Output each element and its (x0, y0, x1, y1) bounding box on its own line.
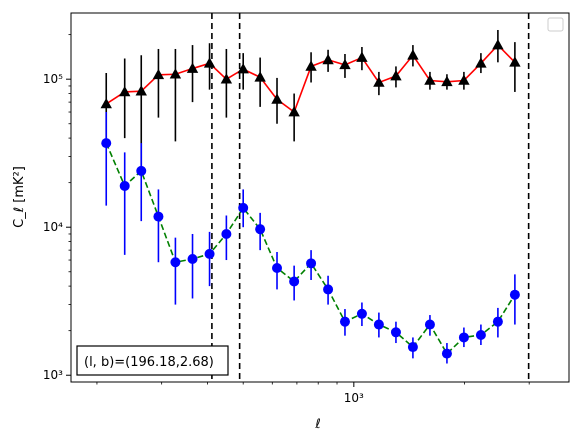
data-point-s2-16 (356, 308, 367, 319)
data-point-s1-19 (407, 49, 419, 60)
data-point-s2-2 (119, 180, 130, 191)
data-point-s2-14 (323, 284, 334, 295)
data-point-s2-15 (339, 316, 350, 327)
axis-ticks: 10³ 10⁴ 10⁵ 10³ (43, 34, 530, 405)
data-point-s2-6 (187, 253, 198, 264)
data-point-s1-22 (458, 74, 470, 85)
data-point-s1-24 (492, 39, 504, 50)
plot-area (100, 13, 530, 382)
data-point-s1-5 (169, 68, 182, 79)
data-point-s1-9 (237, 63, 249, 74)
data-point-s1-2 (119, 85, 131, 97)
data-point-s2-10 (255, 224, 266, 235)
data-point-s1-21 (441, 75, 453, 87)
data-point-s1-13 (305, 60, 317, 71)
data-point-s1-20 (424, 74, 436, 85)
data-point-s1-3 (135, 85, 147, 96)
data-point-s1-25 (509, 56, 521, 67)
data-point-s1-23 (475, 57, 487, 68)
data-point-s1-8 (220, 73, 233, 84)
legend (547, 17, 564, 32)
annotation-frame (76, 345, 229, 376)
data-point-s1-1 (100, 97, 112, 109)
data-point-s2-24 (492, 316, 503, 327)
data-point-s1-16 (356, 51, 368, 62)
data-point-s2-19 (407, 342, 418, 353)
data-point-s2-17 (373, 319, 384, 330)
data-point-s1-10 (254, 71, 266, 82)
y-tick-label-2: 10⁴ (43, 220, 63, 234)
data-point-s2-4 (153, 211, 164, 222)
y-tick-label-1: 10³ (43, 368, 63, 382)
data-point-s2-21 (441, 348, 452, 359)
y-axis-label: C_ℓ [mK²] (12, 166, 27, 228)
data-point-s2-13 (306, 258, 317, 269)
data-point-s1-17 (373, 76, 385, 87)
y-tick-label-3: 10⁵ (43, 72, 63, 86)
x-tick-label-1: 10³ (344, 391, 364, 405)
data-point-s2-9 (238, 202, 249, 213)
data-point-s2-5 (170, 257, 181, 268)
data-point-s2-1 (101, 138, 112, 149)
data-point-s2-23 (475, 329, 486, 340)
annotation-text: (l, b)=(196.18,2.68) (84, 355, 214, 370)
data-point-s2-20 (424, 319, 435, 330)
data-point-s1-6 (186, 62, 199, 73)
data-point-s1-15 (339, 58, 351, 70)
data-point-s2-8 (221, 228, 232, 239)
data-point-s2-25 (509, 289, 520, 300)
data-point-s1-4 (152, 68, 165, 80)
data-point-s2-11 (272, 263, 283, 274)
data-point-s2-7 (204, 248, 215, 259)
data-point-s2-18 (390, 327, 401, 338)
data-point-s1-11 (271, 93, 283, 104)
annotation-box: (l, b)=(196.18,2.68) (76, 345, 229, 376)
data-point-s2-22 (458, 332, 469, 343)
series-line-2 (105, 142, 516, 355)
x-axis-label: ℓ (314, 417, 320, 432)
data-point-s2-12 (289, 276, 300, 287)
data-point-s1-12 (288, 106, 300, 117)
data-point-s1-7 (203, 57, 216, 68)
plot-frame (70, 12, 570, 383)
data-point-s1-18 (390, 70, 402, 81)
data-point-s1-14 (322, 53, 334, 65)
data-point-s2-3 (136, 165, 147, 176)
